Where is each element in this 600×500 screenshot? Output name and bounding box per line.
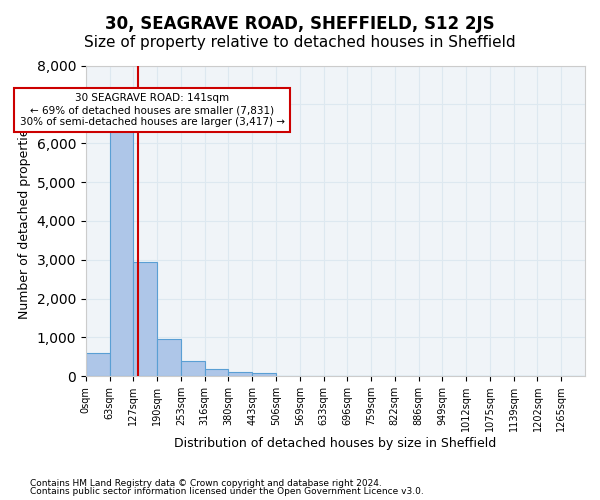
Text: 30, SEAGRAVE ROAD, SHEFFIELD, S12 2JS: 30, SEAGRAVE ROAD, SHEFFIELD, S12 2JS — [105, 15, 495, 33]
Bar — [252, 373, 276, 376]
Bar — [110, 128, 133, 376]
Text: 30 SEAGRAVE ROAD: 141sqm
← 69% of detached houses are smaller (7,831)
30% of sem: 30 SEAGRAVE ROAD: 141sqm ← 69% of detach… — [20, 94, 284, 126]
Bar — [157, 340, 181, 376]
Bar — [229, 372, 252, 376]
Text: Contains public sector information licensed under the Open Government Licence v3: Contains public sector information licen… — [30, 487, 424, 496]
Y-axis label: Number of detached properties: Number of detached properties — [18, 122, 31, 320]
Text: Size of property relative to detached houses in Sheffield: Size of property relative to detached ho… — [84, 35, 516, 50]
Bar — [133, 262, 157, 376]
Bar — [181, 362, 205, 376]
X-axis label: Distribution of detached houses by size in Sheffield: Distribution of detached houses by size … — [174, 437, 497, 450]
Bar — [205, 370, 229, 376]
Text: Contains HM Land Registry data © Crown copyright and database right 2024.: Contains HM Land Registry data © Crown c… — [30, 478, 382, 488]
Bar — [86, 353, 110, 376]
